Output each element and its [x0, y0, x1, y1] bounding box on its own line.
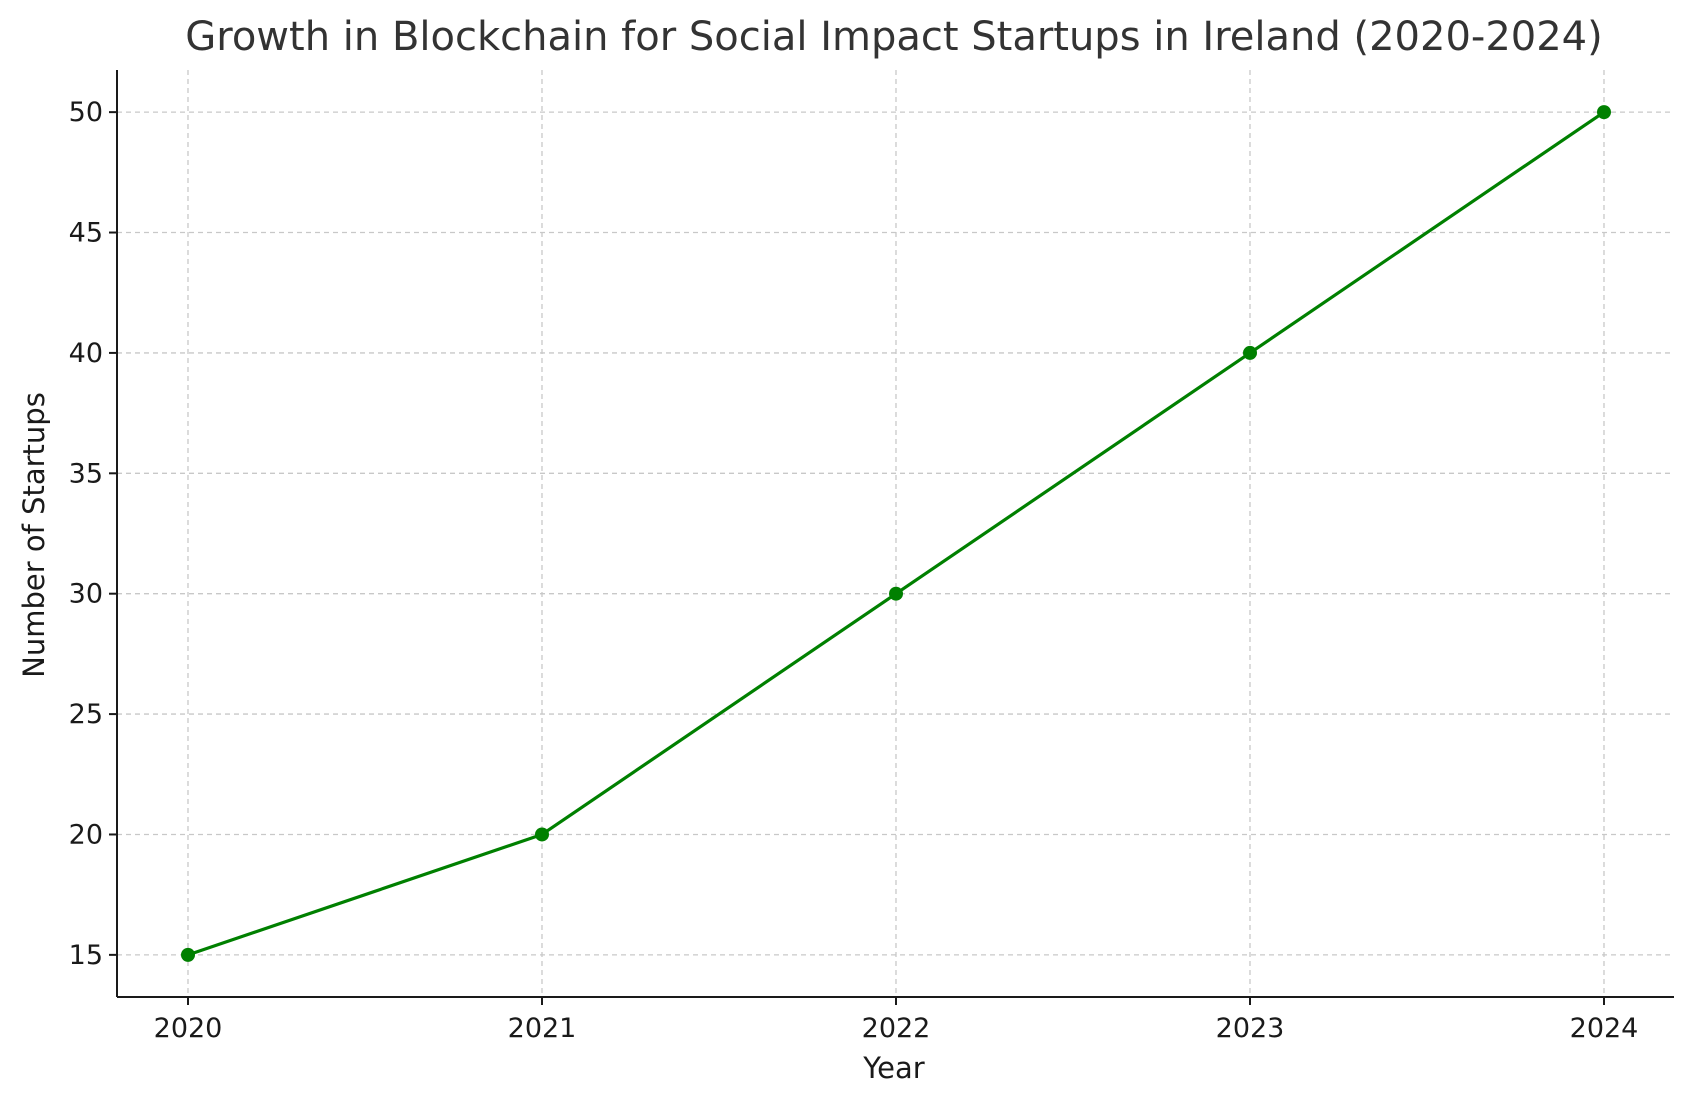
y-tick-label: 15 [69, 940, 103, 971]
y-tick-label: 50 [69, 97, 103, 128]
data-point [535, 827, 549, 842]
x-tick-label: 2022 [862, 1013, 931, 1044]
x-axis-ticks: 2020 2021 2022 2023 2024 [154, 997, 1639, 1044]
x-tick-label: 2020 [154, 1013, 223, 1044]
y-axis-ticks: 15 20 25 30 35 40 45 50 [69, 97, 117, 971]
x-tick-label: 2021 [508, 1013, 577, 1044]
chart-title: Growth in Blockchain for Social Impact S… [185, 14, 1602, 60]
y-tick-label: 40 [69, 338, 103, 369]
x-axis-label: Year [862, 1051, 924, 1085]
y-tick-label: 25 [69, 699, 103, 730]
x-tick-label: 2024 [1570, 1013, 1639, 1044]
data-point [181, 947, 195, 962]
x-tick-label: 2023 [1216, 1013, 1285, 1044]
series [181, 105, 1611, 962]
data-point [1597, 105, 1611, 120]
y-axis-label: Number of Startups [17, 392, 51, 678]
y-tick-label: 20 [69, 819, 103, 850]
data-point [1243, 345, 1257, 360]
y-tick-label: 30 [69, 579, 103, 610]
grid [117, 70, 1674, 997]
data-point [889, 586, 903, 601]
y-tick-label: 35 [69, 458, 103, 489]
y-tick-label: 45 [69, 218, 103, 249]
